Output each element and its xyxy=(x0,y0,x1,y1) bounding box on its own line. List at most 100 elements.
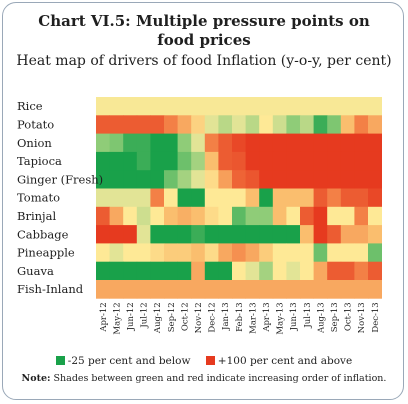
heatmap-cell xyxy=(204,280,219,299)
heatmap-cell xyxy=(272,97,287,116)
heatmap-cell xyxy=(109,97,124,116)
heatmap-cell xyxy=(218,133,233,153)
heatmap-cell xyxy=(300,261,314,281)
heatmap-cell xyxy=(204,243,219,263)
legend: -25 per cent and below +100 per cent and… xyxy=(0,354,408,368)
heatmap-cell xyxy=(177,243,192,263)
heatmap-cell xyxy=(313,261,328,281)
heatmap-cell xyxy=(177,225,192,244)
heatmap-cell xyxy=(218,280,233,299)
heatmap-cell xyxy=(259,115,274,134)
heatmap-cell xyxy=(204,225,219,244)
heatmap-cell xyxy=(177,97,192,116)
heatmap-cell xyxy=(164,151,178,171)
heatmap-cell xyxy=(218,206,233,226)
heatmap-cell xyxy=(123,243,138,263)
chart-note: Note: Shades between green and red indic… xyxy=(0,372,408,385)
heatmap-cell xyxy=(177,206,192,226)
heatmap-cell xyxy=(354,97,369,116)
row-label: Brinjal xyxy=(17,209,56,223)
heatmap-cell xyxy=(245,280,260,299)
heatmap-cell xyxy=(191,188,206,208)
heatmap-cell xyxy=(354,280,369,299)
heatmap-cell xyxy=(218,243,233,263)
heatmap-cell xyxy=(313,188,328,208)
heatmap-cell xyxy=(313,243,328,263)
heatmap-cell xyxy=(272,133,287,153)
heatmap-cell xyxy=(259,280,274,299)
heatmap-cell xyxy=(340,188,355,208)
heatmap-cell xyxy=(245,97,260,116)
heatmap-cell xyxy=(136,115,151,134)
heatmap-cell xyxy=(259,188,274,208)
heatmap-cell xyxy=(164,280,178,299)
column-tick-label: Jul-12 xyxy=(140,302,150,328)
heatmap-cell xyxy=(177,261,192,281)
heatmap-cell xyxy=(340,97,355,116)
chart-title-line-1: Chart VI.5: Multiple pressure points on xyxy=(38,12,370,30)
heatmap-cell xyxy=(177,188,192,208)
heatmap-cell xyxy=(136,225,151,244)
heatmap-cell xyxy=(313,115,328,134)
heatmap-cell xyxy=(354,243,369,263)
heatmap-cell xyxy=(123,151,138,171)
heatmap-cell xyxy=(272,206,287,226)
heatmap-cell xyxy=(150,170,165,189)
column-tick-label: Oct-13 xyxy=(344,302,354,331)
heatmap-cell xyxy=(204,115,219,134)
heatmap-cell xyxy=(259,243,274,263)
heatmap-cells xyxy=(96,97,382,299)
column-tick-label: Mar-13 xyxy=(248,302,258,334)
heatmap-cell xyxy=(368,206,382,226)
heatmap-cell xyxy=(368,188,382,208)
row-labels: Rice Potato Onion Tapioca Ginger (Fresh) Toma… xyxy=(17,99,103,296)
heatmap-cell xyxy=(286,170,301,189)
heatmap-cell xyxy=(218,188,233,208)
heatmap-cell xyxy=(286,206,301,226)
heatmap-cell xyxy=(259,225,274,244)
heatmap-cell xyxy=(164,225,178,244)
heatmap-cell xyxy=(150,133,165,153)
heatmap-cell xyxy=(327,115,342,134)
heatmap-cell xyxy=(313,225,328,244)
column-tick-label: Jun-13 xyxy=(289,302,299,331)
heatmap-cell xyxy=(109,151,124,171)
heatmap-cell xyxy=(354,170,369,189)
column-tick-label: Jul-13 xyxy=(303,302,313,328)
column-tick-label: Jan-13 xyxy=(221,302,231,331)
heatmap-cell xyxy=(286,97,301,116)
heatmap-cell xyxy=(313,280,328,299)
heatmap-cell xyxy=(354,261,369,281)
heatmap-cell xyxy=(286,188,301,208)
heatmap-cell xyxy=(164,206,178,226)
heatmap-cell xyxy=(340,115,355,134)
heatmap-cell xyxy=(272,243,287,263)
heatmap-cell xyxy=(354,206,369,226)
heatmap-cell xyxy=(191,115,206,134)
heatmap-cell xyxy=(218,97,233,116)
heatmap-cell xyxy=(232,243,246,263)
heatmap-cell xyxy=(340,261,355,281)
heatmap-cell xyxy=(300,97,314,116)
heatmap-cell xyxy=(327,280,342,299)
heatmap-cell xyxy=(286,261,301,281)
heatmap-cell xyxy=(164,133,178,153)
heatmap-cell xyxy=(259,261,274,281)
heatmap-cell xyxy=(177,133,192,153)
legend-swatch-high xyxy=(205,356,215,365)
heatmap-cell xyxy=(232,151,246,171)
heatmap-cell xyxy=(150,97,165,116)
column-tick-label: Feb-13 xyxy=(235,302,245,332)
heatmap-cell xyxy=(96,97,110,116)
legend-item-high: +100 per cent and above xyxy=(205,354,352,368)
heatmap-cell xyxy=(327,243,342,263)
heatmap-cell xyxy=(340,170,355,189)
column-tick-label: Nov-13 xyxy=(357,302,367,333)
heatmap-cell xyxy=(286,280,301,299)
heatmap-cell xyxy=(96,206,110,226)
heatmap-cell xyxy=(286,151,301,171)
heatmap-cell xyxy=(123,225,138,244)
heatmap-cell xyxy=(354,188,369,208)
heatmap-cell xyxy=(272,188,287,208)
